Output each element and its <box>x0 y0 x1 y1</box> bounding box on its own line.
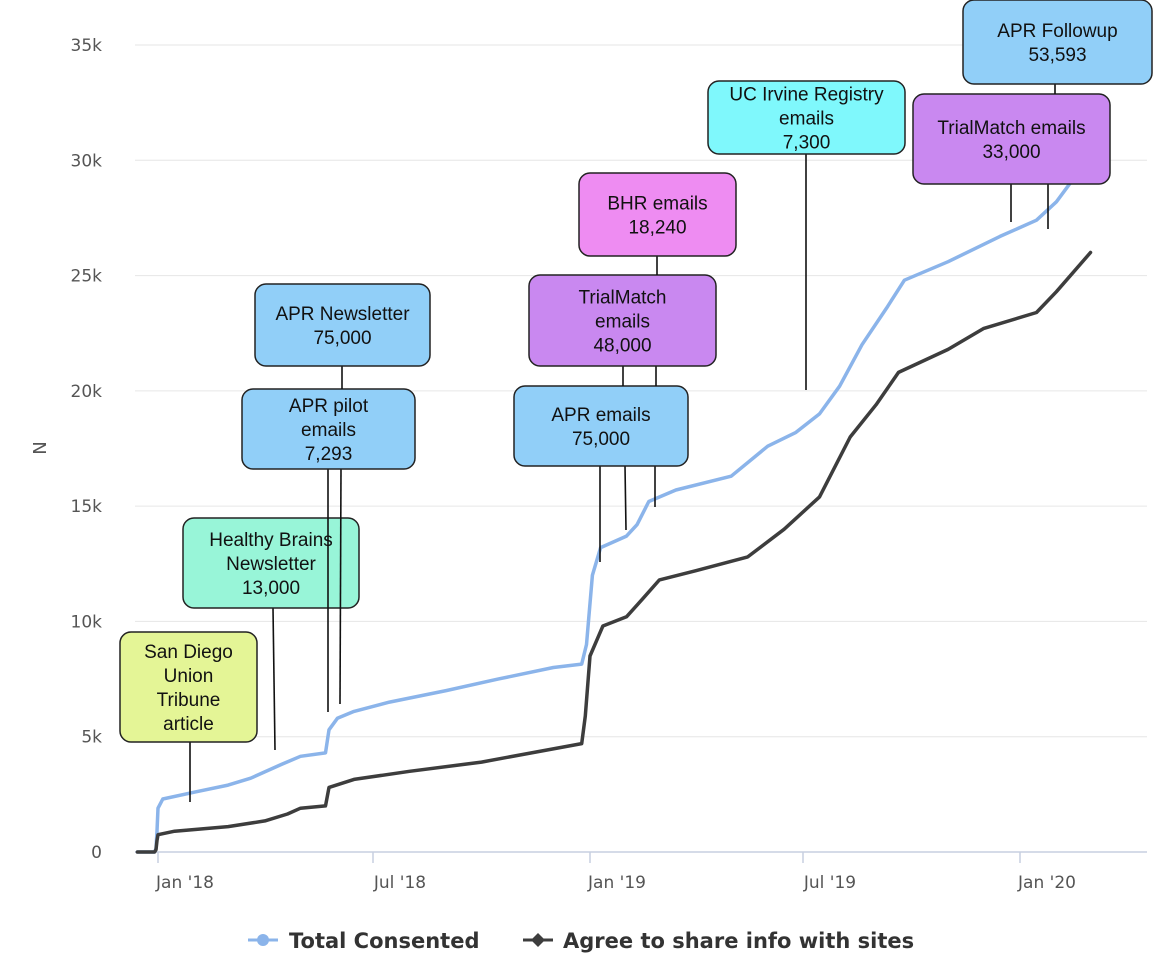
annotation-text: APR emails <box>551 405 650 426</box>
annotation-box <box>707 80 906 155</box>
annotation-text: emails <box>301 420 356 441</box>
y-tick-label: 0 <box>91 843 102 863</box>
legend-label-total-consented: Total Consented <box>289 929 479 953</box>
x-axis: Jan '18 Jul '18 Jan '19 Jul '19 Jan '20 <box>155 852 1076 893</box>
annotation-text: BHR emails <box>607 194 707 215</box>
annotation-box <box>962 0 1153 85</box>
annotation-text: emails <box>779 109 834 130</box>
annotation-text: emails <box>595 312 650 333</box>
x-tick-label: Jan '18 <box>155 873 214 893</box>
annotation-text: APR pilot <box>289 396 369 417</box>
annotation-connector <box>272 607 276 751</box>
annotation-connector <box>339 468 342 705</box>
legend: Total Consented Agree to share info with … <box>248 929 914 953</box>
y-tick-label: 20k <box>71 382 103 402</box>
legend-marker-agree-to-share <box>531 933 545 947</box>
annotation-box <box>254 283 431 367</box>
annotation-text: San Diego <box>144 642 233 663</box>
annotation-text: 75,000 <box>572 429 630 450</box>
annotation: APR emails 75,000 <box>513 385 689 562</box>
annotation-text: 7,300 <box>783 133 831 154</box>
y-axis: 0 5k 10k 15k 20k 25k 30k 35k <box>71 36 103 863</box>
annotation-text: 7,293 <box>305 444 353 465</box>
annotation-text: Tribune <box>157 690 221 711</box>
annotation-text: 18,240 <box>628 218 686 239</box>
annotation-text: 75,000 <box>313 328 371 349</box>
annotation-text: APR Newsletter <box>275 304 410 325</box>
series-lines <box>135 153 1093 854</box>
y-tick-label: 25k <box>71 267 103 287</box>
x-tick-label: Jul '18 <box>373 873 426 893</box>
y-tick-label: 35k <box>71 36 103 56</box>
annotation: APR Newsletter 75,000 <box>254 283 431 389</box>
annotation-text: 48,000 <box>593 336 651 357</box>
annotation-connector <box>624 465 627 531</box>
x-tick-label: Jul '19 <box>803 873 856 893</box>
annotation-box <box>513 385 689 467</box>
annotation: TrialMatch emails 33,000 <box>912 93 1111 229</box>
legend-label-agree-to-share: Agree to share info with sites <box>563 929 914 953</box>
annotation-box <box>912 93 1111 185</box>
annotation-text: article <box>163 714 214 735</box>
series-agree-to-share <box>135 250 1093 854</box>
annotation-text: UC Irvine Registry <box>729 85 884 106</box>
annotation-box <box>528 274 717 367</box>
annotation-text: Healthy Brains <box>209 530 333 551</box>
y-tick-label: 15k <box>71 497 103 517</box>
annotation-text: TrialMatch emails <box>937 118 1085 139</box>
annotation-box <box>578 172 737 257</box>
annotation-text: Union <box>164 666 214 687</box>
annotation-box <box>119 631 258 743</box>
annotation: San Diego Union Tribune article <box>119 631 258 802</box>
annotation-text: TrialMatch <box>579 288 667 309</box>
annotation: APR pilot emails 7,293 <box>241 388 416 712</box>
annotation: TrialMatch emails 48,000 <box>528 274 717 386</box>
annotation: UC Irvine Registry emails 7,300 <box>707 80 906 390</box>
annotation-box <box>182 517 360 609</box>
x-tick-label: Jan '19 <box>587 873 646 893</box>
annotation-box <box>241 388 416 470</box>
annotation-text: 33,000 <box>982 142 1040 163</box>
annotation-text: 53,593 <box>1028 45 1086 66</box>
annotation: BHR emails 18,240 <box>578 172 737 275</box>
annotation-text: Newsletter <box>226 554 316 575</box>
annotation-text: 13,000 <box>242 578 300 599</box>
annotation: Healthy Brains Newsletter 13,000 <box>182 517 360 751</box>
y-axis-label: N <box>30 441 51 454</box>
legend-marker-total-consented <box>257 934 269 946</box>
x-tick-label: Jan '20 <box>1017 873 1076 893</box>
y-tick-label: 10k <box>71 612 103 632</box>
y-tick-label: 30k <box>71 151 103 171</box>
series-total-consented <box>135 153 1093 854</box>
y-tick-label: 5k <box>81 728 102 748</box>
annotation-text: APR Followup <box>997 21 1117 42</box>
annotation: APR Followup 53,593 <box>962 0 1153 94</box>
